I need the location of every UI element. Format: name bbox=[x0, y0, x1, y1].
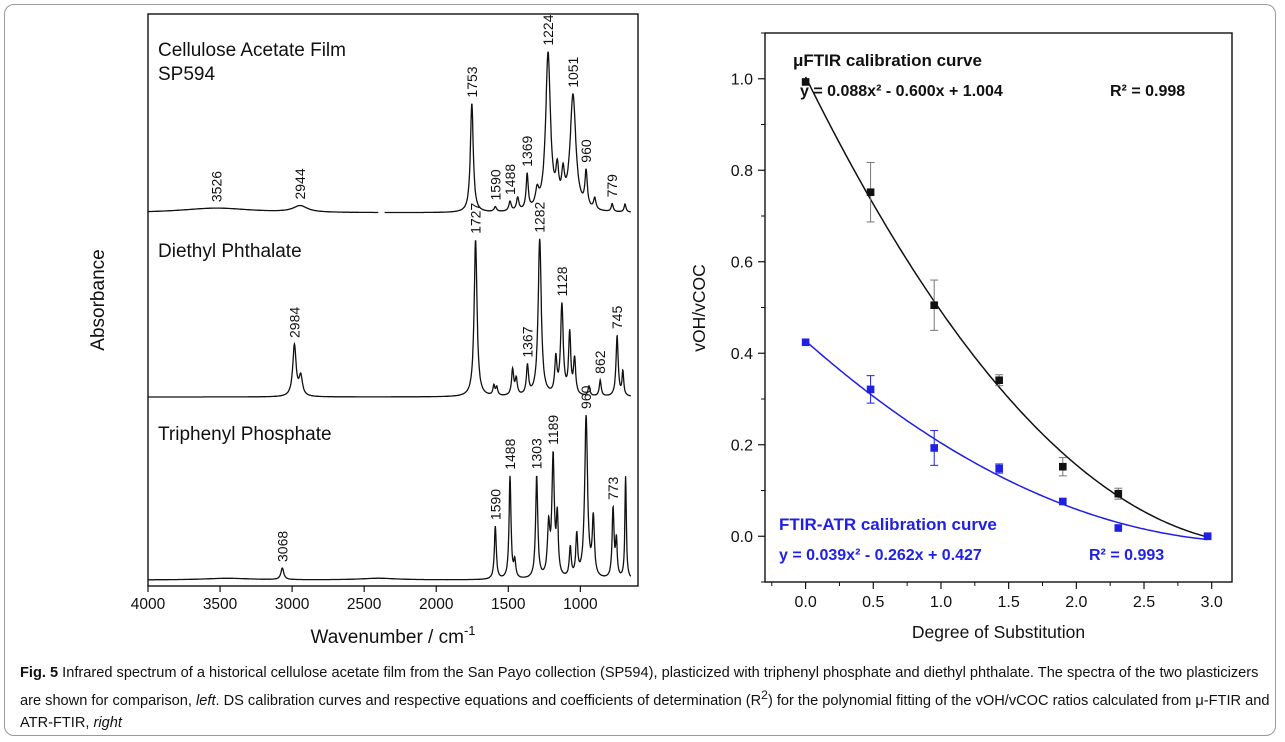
peak-label: 779 bbox=[604, 174, 620, 198]
peak-label: 1051 bbox=[565, 56, 581, 87]
y-tick-label: 0.8 bbox=[731, 163, 753, 180]
y-tick-label: 0.6 bbox=[731, 254, 753, 271]
caption-text-2: . DS calibration curves and respective e… bbox=[215, 692, 762, 709]
x-tick-label: 1.0 bbox=[930, 594, 952, 611]
peak-label: 1282 bbox=[532, 201, 548, 232]
x-tick-label: 3500 bbox=[203, 596, 238, 613]
x-tick-label: 0.5 bbox=[862, 594, 884, 611]
fit-curve-2 bbox=[805, 340, 1208, 541]
series-label: μFTIR calibration curve bbox=[793, 51, 982, 70]
peak-label: 1369 bbox=[519, 135, 535, 166]
fit-r2: R² = 0.998 bbox=[1110, 83, 1185, 100]
figure-caption: Fig. 5 Infrared spectrum of a historical… bbox=[20, 662, 1270, 734]
data-point bbox=[995, 464, 1003, 473]
peak-label: 1128 bbox=[554, 266, 570, 296]
y-tick-label: 1.0 bbox=[731, 71, 753, 88]
y-axis-label: vOH/vCOC bbox=[689, 264, 709, 352]
caption-text-1: Infrared spectrum of a historical cellul… bbox=[20, 665, 1259, 709]
data-point bbox=[801, 338, 810, 347]
data-point bbox=[930, 301, 939, 310]
data-point bbox=[930, 444, 939, 452]
x-tick-label: 2000 bbox=[419, 596, 454, 613]
spectrum-line-1 bbox=[148, 51, 632, 214]
data-point bbox=[1058, 497, 1067, 506]
spectrum-line-2 bbox=[148, 238, 631, 398]
spectrum-plot-frame bbox=[147, 13, 639, 587]
series-name-line2: SP594 bbox=[158, 64, 215, 85]
spectrum-line-3 bbox=[148, 414, 632, 581]
x-tick-label: 2.0 bbox=[1065, 594, 1087, 611]
figure-frame bbox=[4, 4, 1276, 736]
fit-curve-1 bbox=[804, 76, 1208, 538]
x-tick-label: 3000 bbox=[275, 596, 310, 613]
x-tick-label: 1.5 bbox=[998, 594, 1020, 611]
figure-canvas: 4000 3500 3000 2500 2000 1500 1000 Wavenumber /… bbox=[88, 13, 1233, 648]
data-point bbox=[1058, 462, 1067, 471]
fit-equation: y = 0.088x² - 0.600x + 1.004 bbox=[800, 83, 1003, 100]
peak-label: 1303 bbox=[529, 438, 545, 469]
peak-label: 1488 bbox=[502, 164, 518, 195]
peak-label: 862 bbox=[592, 350, 608, 374]
peak-label: 1189 bbox=[545, 415, 561, 445]
peak-label: 2984 bbox=[286, 307, 302, 338]
peak-label: 960 bbox=[578, 385, 594, 409]
y-tick-label: 0.0 bbox=[731, 529, 753, 546]
caption-sup: 2 bbox=[761, 688, 768, 702]
y-tick-label: 0.4 bbox=[731, 346, 753, 363]
x-tick-label: 2500 bbox=[347, 596, 382, 613]
series-name: Cellulose Acetate Film bbox=[158, 40, 346, 61]
calibration-chart: 0.0 0.5 1.0 1.5 2.0 2.5 3.0 0.0 0.2 0.4 0.6 0.8 1.0 D… bbox=[689, 32, 1233, 642]
series-name: Diethyl Phthalate bbox=[158, 241, 302, 262]
caption-left: left bbox=[196, 692, 216, 709]
peak-label: 3526 bbox=[208, 171, 224, 202]
peak-label: 3068 bbox=[274, 531, 290, 562]
x-axis-label: Wavenumber / cm-1 bbox=[310, 623, 475, 648]
peak-label: 1590 bbox=[487, 489, 503, 520]
data-point bbox=[866, 385, 875, 394]
peak-label: 1590 bbox=[487, 169, 503, 200]
x-tick-label: 0.0 bbox=[794, 594, 816, 611]
data-point bbox=[866, 188, 875, 197]
data-point bbox=[995, 376, 1003, 385]
calibration-plot-frame bbox=[764, 32, 1233, 583]
y-tick-label: 0.2 bbox=[731, 437, 753, 454]
caption-right: right bbox=[93, 714, 122, 731]
x-tick-label: 3.0 bbox=[1201, 594, 1223, 611]
x-tick-label: 4000 bbox=[131, 596, 166, 613]
ir-spectrum-chart: 4000 3500 3000 2500 2000 1500 1000 Wavenumber /… bbox=[88, 13, 639, 648]
peak-label: 1727 bbox=[468, 203, 484, 234]
y-axis-label: Absorbance bbox=[88, 249, 109, 350]
peak-label: 1488 bbox=[502, 438, 518, 469]
series-label: FTIR-ATR calibration curve bbox=[779, 515, 997, 534]
caption-label: Fig. 5 bbox=[20, 665, 59, 681]
x-axis-label: Degree of Substitution bbox=[912, 622, 1085, 642]
x-axis-label-sup: -1 bbox=[464, 623, 476, 638]
data-point bbox=[1114, 489, 1123, 498]
fit-equation: y = 0.039x² - 0.262x + 0.427 bbox=[779, 547, 982, 564]
peak-label: 1367 bbox=[520, 326, 536, 357]
peak-label: 745 bbox=[609, 306, 625, 330]
peak-label: 960 bbox=[578, 139, 594, 163]
data-point bbox=[1203, 532, 1212, 541]
series-name: Triphenyl Phosphate bbox=[158, 424, 332, 445]
data-point bbox=[801, 78, 810, 86]
peak-label: 1224 bbox=[540, 14, 556, 45]
peak-label: 1753 bbox=[464, 66, 480, 97]
peak-label: 2944 bbox=[292, 168, 308, 199]
caption-text-3: ) for the polynomial fitting of the vOH/… bbox=[20, 692, 1270, 731]
data-point bbox=[1114, 524, 1123, 532]
peak-label: 773 bbox=[605, 476, 621, 500]
x-tick-label: 1500 bbox=[491, 596, 526, 613]
x-tick-label: 1000 bbox=[563, 596, 598, 613]
x-tick-label: 2.5 bbox=[1133, 594, 1155, 611]
fit-r2: R² = 0.993 bbox=[1089, 547, 1164, 564]
